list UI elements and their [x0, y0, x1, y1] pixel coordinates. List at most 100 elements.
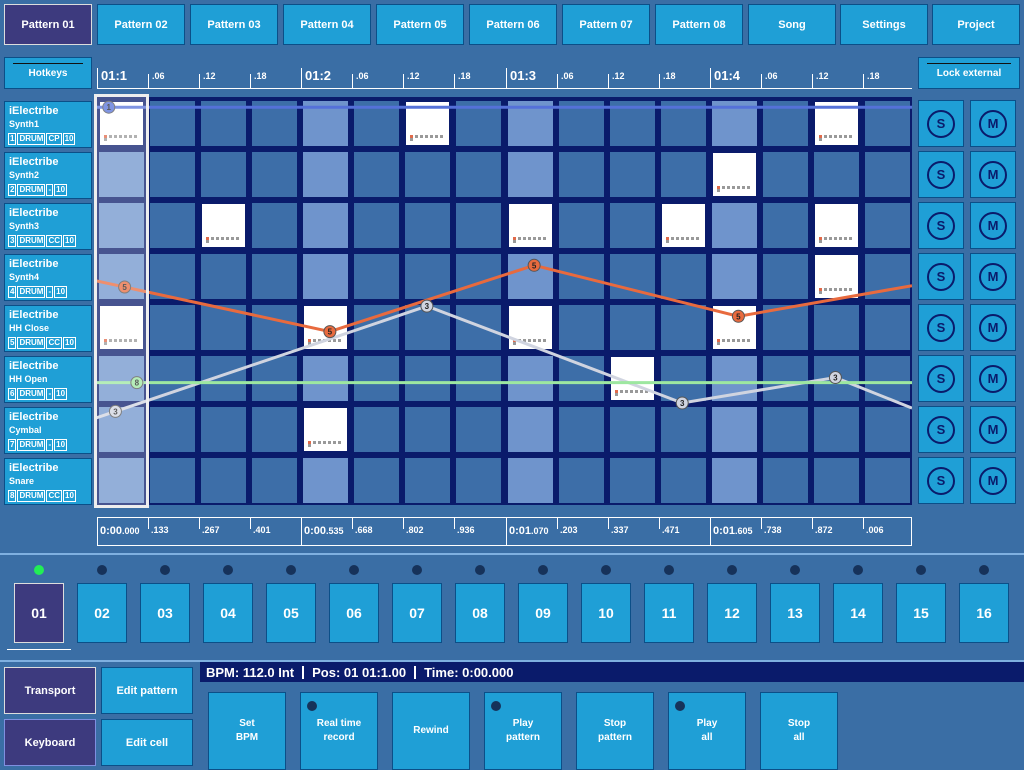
- track-header[interactable]: iElectribe HH Close 5 DRUM CC 10: [4, 305, 92, 352]
- pattern-button-04[interactable]: 04: [203, 583, 253, 643]
- step-cell[interactable]: [762, 304, 809, 351]
- step-cell[interactable]: [302, 100, 349, 147]
- step-cell[interactable]: [404, 253, 451, 300]
- step-cell[interactable]: [762, 202, 809, 249]
- step-cell[interactable]: [660, 406, 707, 453]
- step-cell[interactable]: [660, 253, 707, 300]
- step-cell[interactable]: [660, 457, 707, 504]
- step-cell[interactable]: [200, 202, 247, 249]
- step-cell[interactable]: [98, 406, 145, 453]
- step-cell[interactable]: [251, 355, 298, 402]
- step-cell[interactable]: [813, 457, 860, 504]
- solo-button[interactable]: S: [918, 457, 964, 504]
- pattern-button-10[interactable]: 10: [581, 583, 631, 643]
- keyboard-tab[interactable]: Keyboard: [4, 719, 96, 766]
- step-cell[interactable]: [864, 406, 911, 453]
- step-cell[interactable]: [404, 406, 451, 453]
- pattern-button-14[interactable]: 14: [833, 583, 883, 643]
- step-cell[interactable]: [200, 151, 247, 198]
- step-cell[interactable]: [813, 406, 860, 453]
- step-cell[interactable]: [660, 355, 707, 402]
- step-cell[interactable]: [455, 304, 502, 351]
- transport-button-set-bpm[interactable]: Set BPM: [208, 692, 286, 770]
- step-cell[interactable]: [302, 304, 349, 351]
- step-cell[interactable]: [813, 253, 860, 300]
- step-cell[interactable]: [302, 253, 349, 300]
- step-cell[interactable]: [353, 355, 400, 402]
- step-cell[interactable]: [455, 253, 502, 300]
- tab-pattern-07[interactable]: Pattern 07: [562, 4, 650, 45]
- step-cell[interactable]: [762, 253, 809, 300]
- step-cell[interactable]: [711, 151, 758, 198]
- step-cell[interactable]: [507, 406, 554, 453]
- step-cell[interactable]: [609, 253, 656, 300]
- step-cell[interactable]: [813, 355, 860, 402]
- pattern-button-13[interactable]: 13: [770, 583, 820, 643]
- step-cell[interactable]: [98, 355, 145, 402]
- step-cell[interactable]: [251, 202, 298, 249]
- transport-button-play-all[interactable]: Play all: [668, 692, 746, 770]
- lock-external-button[interactable]: Lock external: [918, 57, 1020, 89]
- step-cell[interactable]: [864, 151, 911, 198]
- step-cell[interactable]: [507, 202, 554, 249]
- step-cell[interactable]: [558, 253, 605, 300]
- mute-button[interactable]: M: [970, 406, 1016, 453]
- step-cell[interactable]: [404, 355, 451, 402]
- step-cell[interactable]: [609, 151, 656, 198]
- step-cell[interactable]: [302, 355, 349, 402]
- tab-settings[interactable]: Settings: [840, 4, 928, 45]
- step-cell[interactable]: [98, 253, 145, 300]
- step-cell[interactable]: [711, 100, 758, 147]
- mute-button[interactable]: M: [970, 100, 1016, 147]
- step-cell[interactable]: [149, 202, 196, 249]
- step-cell[interactable]: [813, 304, 860, 351]
- step-cell[interactable]: [251, 304, 298, 351]
- mute-button[interactable]: M: [970, 202, 1016, 249]
- step-cell[interactable]: [558, 355, 605, 402]
- mute-button[interactable]: M: [970, 457, 1016, 504]
- step-cell[interactable]: [455, 151, 502, 198]
- step-cell[interactable]: [711, 355, 758, 402]
- step-cell[interactable]: [558, 304, 605, 351]
- step-cell[interactable]: [609, 406, 656, 453]
- step-cell[interactable]: [455, 202, 502, 249]
- track-header[interactable]: iElectribe Synth4 4 DRUM -10: [4, 254, 92, 301]
- pattern-button-05[interactable]: 05: [266, 583, 316, 643]
- step-cell[interactable]: [711, 406, 758, 453]
- step-cell[interactable]: [302, 202, 349, 249]
- step-cell[interactable]: [302, 457, 349, 504]
- step-cell[interactable]: [711, 304, 758, 351]
- pattern-button-06[interactable]: 06: [329, 583, 379, 643]
- step-cell[interactable]: [200, 253, 247, 300]
- step-cell[interactable]: [98, 304, 145, 351]
- track-header[interactable]: iElectribe Snare 8 DRUM CC 10: [4, 458, 92, 505]
- pattern-button-03[interactable]: 03: [140, 583, 190, 643]
- transport-button-rewind[interactable]: Rewind: [392, 692, 470, 770]
- pattern-button-01[interactable]: 01: [14, 583, 64, 643]
- tab-pattern-04[interactable]: Pattern 04: [283, 4, 371, 45]
- step-cell[interactable]: [404, 304, 451, 351]
- edit-cell-tab[interactable]: Edit cell: [101, 719, 193, 766]
- step-cell[interactable]: [864, 253, 911, 300]
- step-cell[interactable]: [813, 202, 860, 249]
- tab-pattern-01[interactable]: Pattern 01: [4, 4, 92, 45]
- mute-button[interactable]: M: [970, 304, 1016, 351]
- step-cell[interactable]: [558, 406, 605, 453]
- pattern-button-15[interactable]: 15: [896, 583, 946, 643]
- step-cell[interactable]: [251, 457, 298, 504]
- pattern-button-11[interactable]: 11: [644, 583, 694, 643]
- step-cell[interactable]: [98, 457, 145, 504]
- solo-button[interactable]: S: [918, 355, 964, 402]
- step-cell[interactable]: [711, 457, 758, 504]
- step-cell[interactable]: [200, 304, 247, 351]
- step-cell[interactable]: [762, 100, 809, 147]
- step-cell[interactable]: [98, 202, 145, 249]
- hotkeys-button[interactable]: Hotkeys: [4, 57, 92, 89]
- step-cell[interactable]: [404, 151, 451, 198]
- step-cell[interactable]: [302, 406, 349, 453]
- step-cell[interactable]: [98, 151, 145, 198]
- step-cell[interactable]: [660, 202, 707, 249]
- step-cell[interactable]: [507, 304, 554, 351]
- step-cell[interactable]: [149, 151, 196, 198]
- step-cell[interactable]: [507, 100, 554, 147]
